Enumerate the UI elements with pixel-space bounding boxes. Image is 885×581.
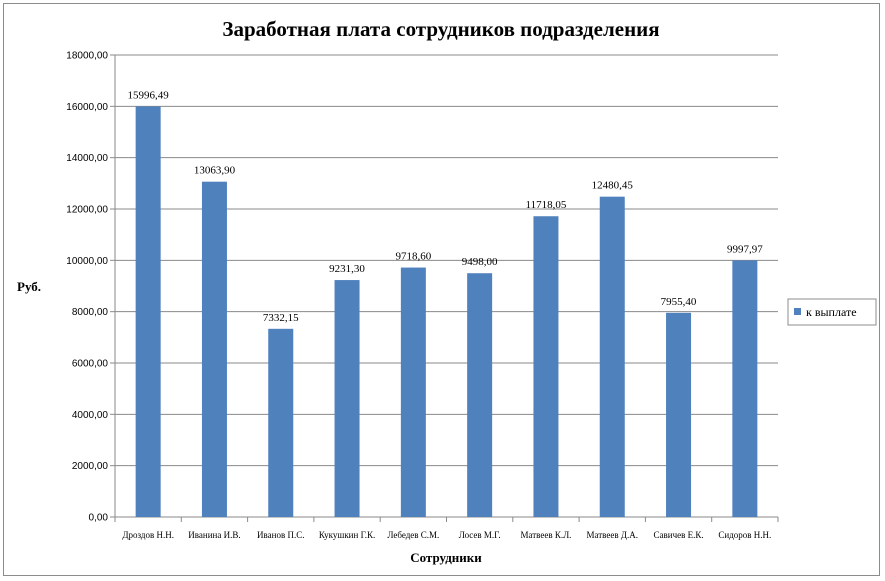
x-axis-title: Сотрудники: [410, 550, 482, 565]
x-tick-label: Иванина И.В.: [188, 530, 240, 540]
y-axis-title: Руб.: [17, 279, 41, 294]
x-tick-label: Савичев Е.К.: [654, 530, 704, 540]
chart-title: Заработная плата сотрудников подразделен…: [222, 17, 659, 41]
data-label: 9498,00: [462, 256, 498, 268]
bar: [599, 196, 625, 517]
y-tick-label: 4000,00: [72, 410, 109, 421]
bars: [135, 106, 758, 518]
bar: [666, 312, 692, 517]
x-tick-label: Лосев М.Г.: [459, 530, 501, 540]
legend: к выплате: [787, 298, 877, 326]
x-tick-label: Кукушкин Г.К.: [319, 530, 375, 540]
bar: [201, 181, 227, 517]
y-tick-label: 8000,00: [72, 307, 109, 318]
chart-frame: Заработная плата сотрудников подразделен…: [3, 3, 880, 576]
x-tick-label: Лебедев С.М.: [387, 530, 439, 540]
data-label: 9997,97: [727, 243, 763, 255]
y-tick-label: 6000,00: [72, 359, 109, 370]
legend-label-k-vyplate: к выплате: [806, 305, 857, 319]
bar: [334, 280, 360, 517]
category-labels: Дроздов Н.Н. Иванина И.В. Иванов П.С. Кукуш…: [114, 517, 779, 540]
y-tick-label: 14000,00: [66, 153, 108, 164]
x-tick-label: Иванов П.С.: [257, 530, 304, 540]
y-tick-label: 16000,00: [66, 102, 108, 113]
data-label: 11718,05: [526, 199, 567, 211]
x-tick-label: Матвеев К.Л.: [520, 530, 571, 540]
y-tick-label: 0,00: [89, 513, 109, 524]
data-labels: 15996,49 13063,90 7332,15 9231,30 9718,60 949…: [128, 89, 764, 323]
data-label: 13063,90: [194, 165, 236, 177]
y-tick-label: 2000,00: [72, 461, 109, 472]
bar: [400, 267, 426, 517]
bar: [467, 273, 493, 517]
x-tick-label: Матвеев Д.А.: [586, 530, 638, 540]
x-tick-label: Дроздов Н.Н.: [122, 530, 174, 540]
bar-chart: Заработная плата сотрудников подразделен…: [17, 17, 877, 565]
data-label: 7332,15: [263, 312, 299, 324]
legend-swatch: [794, 308, 801, 315]
y-tick-label: 10000,00: [66, 256, 108, 267]
y-axis-ticks: 0,00 2000,00 4000,00 6000,00 8000,00 10000,00…: [66, 51, 115, 524]
data-label: 12480,45: [592, 180, 634, 192]
data-label: 9718,60: [395, 251, 431, 263]
x-tick-label: Сидоров Н.Н.: [718, 530, 771, 540]
data-label: 15996,49: [128, 89, 170, 101]
bar: [135, 106, 161, 517]
bar: [732, 260, 758, 517]
y-tick-label: 18000,00: [66, 51, 108, 62]
bar: [533, 216, 559, 518]
data-label: 7955,40: [661, 296, 697, 308]
y-tick-label: 12000,00: [66, 205, 108, 216]
legend-box: [787, 298, 877, 326]
bar: [268, 328, 294, 517]
data-label: 9231,30: [329, 263, 365, 275]
